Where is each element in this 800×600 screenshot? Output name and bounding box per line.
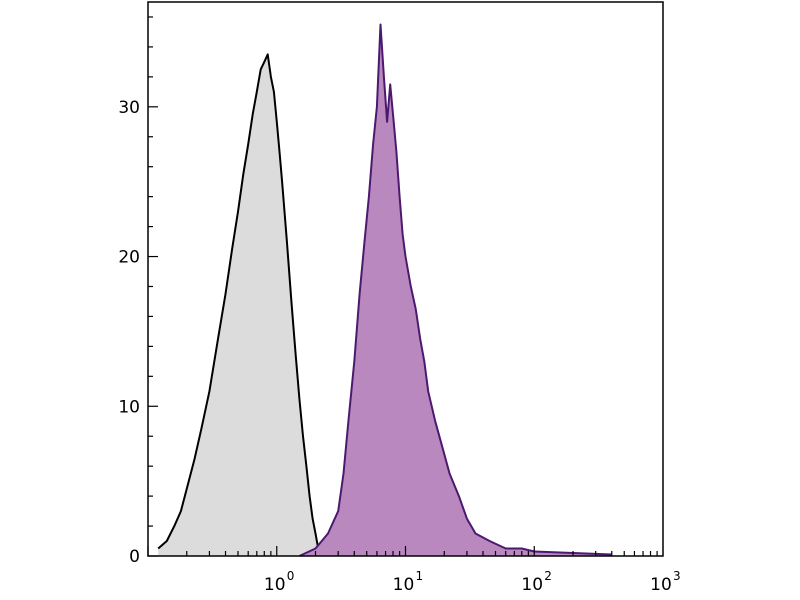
y-tick-label: 20 (118, 248, 140, 268)
x-tick-exponent: 0 (287, 569, 295, 583)
histogram-outline-2 (298, 23, 612, 557)
x-tick-label: 10 0 (264, 569, 294, 595)
x-tick-label: 10 2 (521, 569, 551, 595)
y-axis: 0 10 20 30 (118, 16, 158, 567)
x-axis: 10 0 10 1 10 2 10 3 (147, 546, 681, 595)
histogram-outline-1 (157, 53, 320, 550)
y-tick-label: 0 (129, 547, 140, 567)
y-tick-label: 10 (118, 397, 140, 417)
x-tick-exponent: 3 (673, 569, 681, 583)
x-tick-base: 10 (650, 575, 672, 595)
histogram-areas (157, 23, 612, 557)
x-tick-base: 10 (393, 575, 415, 595)
x-tick-label: 10 1 (393, 569, 423, 595)
x-tick-exponent: 1 (416, 569, 424, 583)
x-tick-base: 10 (521, 575, 543, 595)
x-tick-exponent: 2 (544, 569, 552, 583)
x-tick-label: 10 3 (650, 569, 680, 595)
y-tick-label: 30 (118, 98, 140, 118)
x-tick-base: 10 (264, 575, 286, 595)
histogram-fill-1 (158, 54, 319, 557)
histogram-fill-2 (299, 24, 612, 556)
